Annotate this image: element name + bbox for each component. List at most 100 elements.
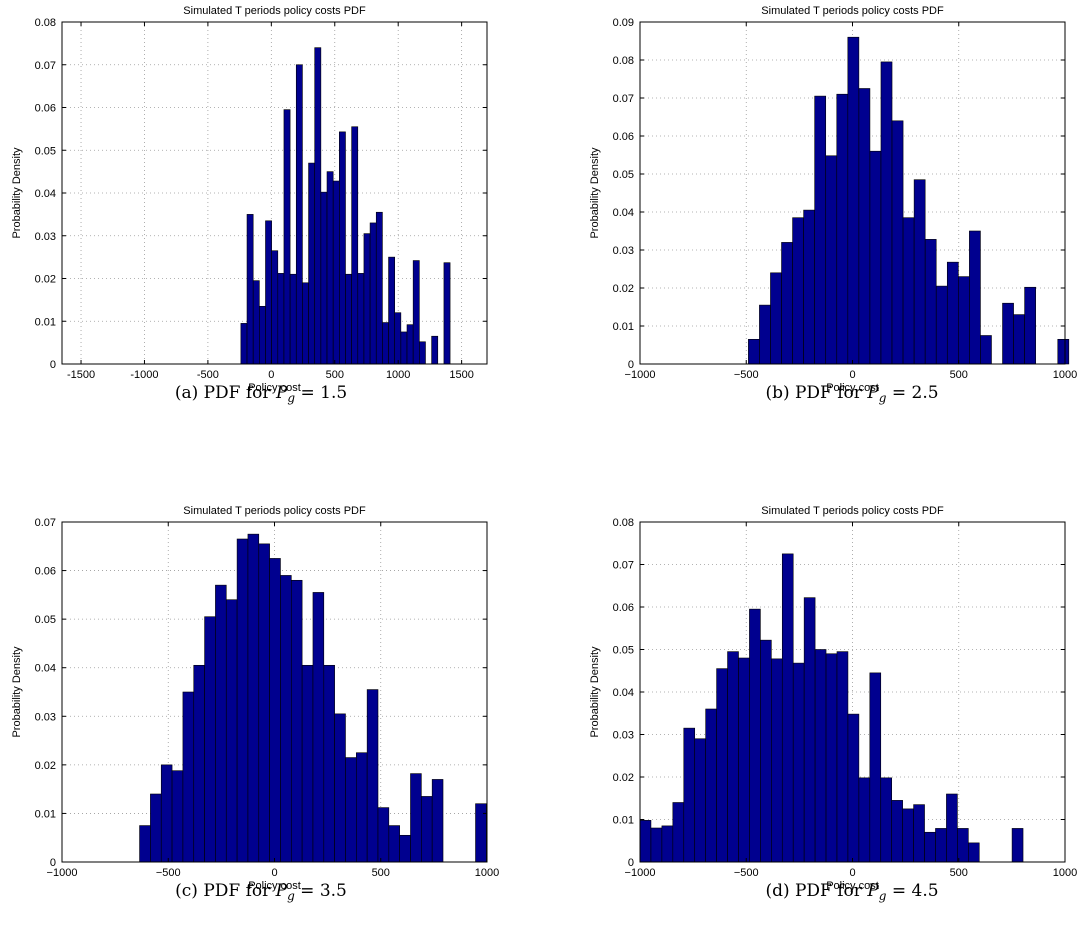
y-tick-label: 0.05 (613, 169, 634, 181)
y-tick-label: 0.07 (35, 60, 56, 72)
x-tick-label: 500 (372, 867, 390, 879)
caption-subscript: g (287, 391, 295, 405)
caption-variable: P (866, 881, 879, 901)
histogram-bar (375, 211, 383, 365)
histogram-bar (399, 834, 411, 863)
chart-title: Simulated T periods policy costs PDF (761, 5, 944, 17)
y-tick-label: 0.06 (35, 103, 56, 115)
chart-title: Simulated T periods policy costs PDF (183, 505, 366, 517)
histogram-bar (694, 738, 706, 863)
figure-caption: (a) PDF for Pg = 1.5 (175, 383, 347, 405)
histogram-bar (814, 649, 827, 863)
histogram-bar (215, 584, 227, 863)
histogram-bar (924, 831, 936, 863)
histogram-bar (269, 558, 281, 863)
y-tick-label: 0.08 (613, 55, 634, 67)
figure-caption: (d) PDF for Pg = 4.5 (765, 881, 938, 903)
caption-prefix: (a) PDF for (175, 383, 276, 403)
x-tick-label: -1000 (130, 369, 158, 381)
caption-subscript: g (879, 889, 887, 903)
caption-variable: P (275, 881, 288, 901)
histogram-bar (160, 764, 173, 863)
x-tick-label: 1000 (386, 369, 410, 381)
histogram-bar (369, 222, 377, 365)
histogram-bar (748, 338, 760, 365)
x-tick-label: 500 (326, 369, 344, 381)
histogram-bar (246, 214, 254, 365)
histogram-bar (301, 664, 314, 863)
histogram-bar (225, 599, 238, 863)
histogram-bar (869, 672, 882, 863)
histogram-bar (193, 664, 205, 863)
histogram-bar (935, 285, 948, 365)
histogram-bar (320, 191, 328, 365)
histogram-bar (240, 323, 248, 365)
y-tick-label: 0.01 (613, 815, 634, 827)
x-tick-label: −1000 (47, 867, 78, 879)
histogram-bar (1057, 338, 1070, 365)
histogram-bar (935, 828, 947, 863)
histogram-bar (836, 651, 849, 863)
x-tick-label: 0 (271, 867, 277, 879)
y-tick-label: 0.06 (613, 131, 634, 143)
caption-suffix: = 4.5 (886, 881, 938, 901)
y-tick-label: 0 (50, 857, 56, 869)
histogram-bar (969, 230, 981, 365)
histogram-bar (771, 658, 783, 863)
histogram-bar (683, 727, 696, 863)
x-tick-label: −500 (156, 867, 181, 879)
histogram-bar (308, 162, 316, 365)
histogram-bar (443, 262, 451, 365)
x-tick-label: 0 (268, 369, 274, 381)
histogram-bar (431, 335, 439, 365)
y-tick-label: 0.03 (613, 245, 634, 257)
caption-prefix: (c) PDF for (175, 881, 276, 901)
histogram-bar (334, 713, 346, 863)
histogram-bar (661, 825, 674, 863)
x-axis-label: Policy cost (826, 382, 879, 394)
histogram-bar (650, 827, 663, 863)
y-tick-label: 0.03 (35, 711, 56, 723)
y-tick-label: 0.07 (613, 93, 634, 105)
y-tick-label: 0.05 (35, 145, 56, 157)
histogram-bar (705, 708, 717, 863)
histogram-bar (836, 93, 849, 365)
histogram-bar (880, 61, 893, 365)
histogram-bar (366, 689, 379, 863)
x-tick-label: −500 (734, 369, 759, 381)
histogram-bar (410, 773, 422, 863)
y-tick-label: 0.05 (35, 614, 56, 626)
caption-variable: P (275, 383, 288, 403)
y-tick-label: 0.03 (613, 730, 634, 742)
y-tick-label: 0.06 (35, 566, 56, 578)
histogram-bar (475, 803, 487, 863)
histogram-bar (770, 272, 782, 365)
histogram-bar (182, 691, 195, 863)
caption-subscript: g (287, 889, 295, 903)
histogram-bar (419, 341, 426, 365)
y-tick-label: 0.08 (35, 17, 56, 29)
histogram-bar (289, 273, 297, 365)
histogram-bar (258, 543, 270, 863)
x-axis-label: Policy cost (826, 880, 879, 892)
histogram-bar (980, 335, 992, 365)
y-tick-label: 0.04 (613, 687, 634, 699)
histogram-bar (283, 109, 291, 365)
y-tick-label: 0.03 (35, 231, 56, 243)
y-tick-label: 0 (628, 359, 634, 371)
figure-caption: (b) PDF for Pg = 2.5 (765, 383, 938, 405)
y-tick-label: 0.06 (613, 602, 634, 614)
y-tick-label: 0.01 (35, 808, 56, 820)
histogram-bar (356, 752, 368, 863)
histogram-bar (814, 95, 827, 365)
x-tick-label: 0 (849, 867, 855, 879)
caption-suffix: = 2.5 (886, 383, 938, 403)
histogram-bar (749, 608, 761, 863)
histogram-bar (388, 256, 396, 365)
x-tick-label: −1000 (625, 867, 656, 879)
histogram-bar (431, 779, 444, 863)
x-tick-label: 0 (849, 369, 855, 381)
y-tick-label: 0.02 (35, 274, 56, 286)
y-axis-label: Probability Density (11, 646, 23, 738)
histogram-bar (847, 713, 860, 863)
